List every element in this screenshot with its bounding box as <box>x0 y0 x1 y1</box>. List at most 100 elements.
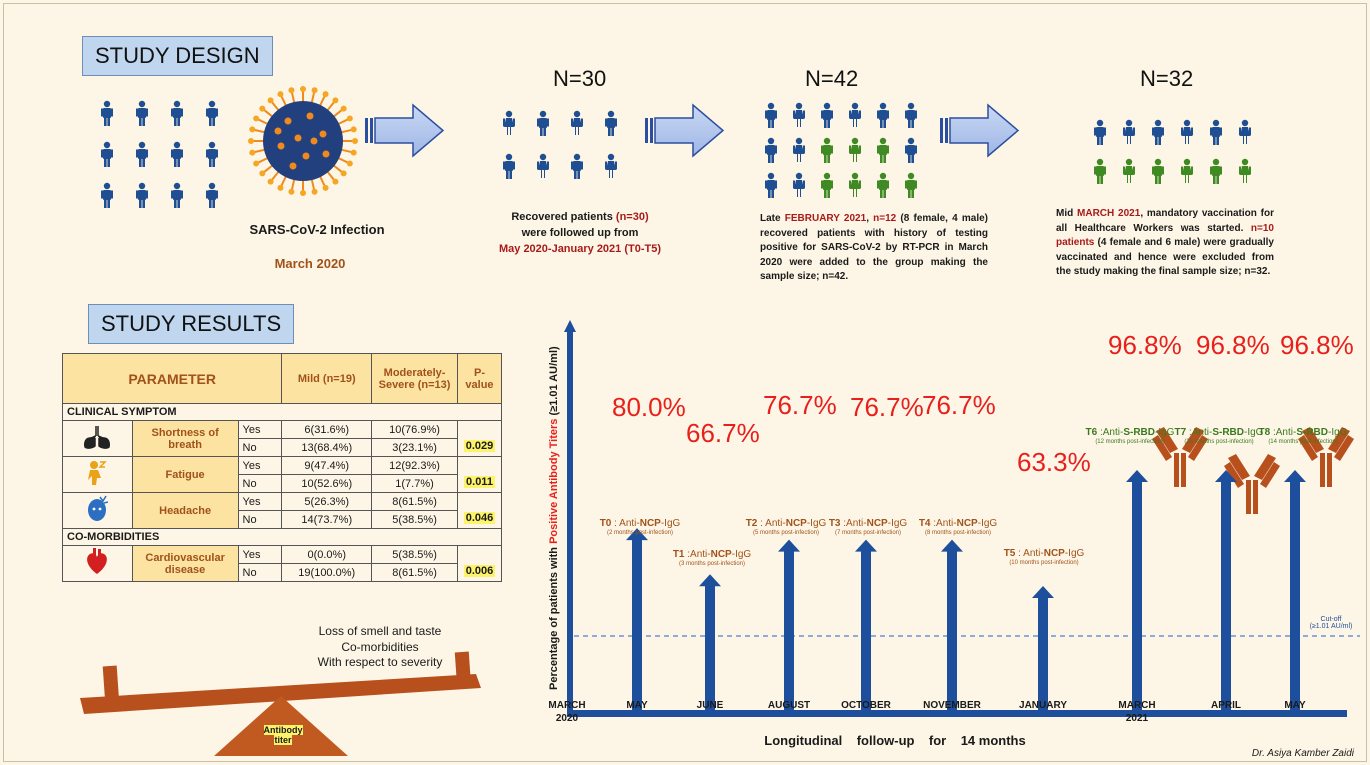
person-icon <box>848 102 862 129</box>
person-icon <box>1180 158 1194 185</box>
results-table: PARAMETER Mild (n=19) Moderately-Severe … <box>61 353 503 582</box>
person-icon <box>604 153 618 180</box>
cell-p-value: 0.046 <box>456 492 503 529</box>
person-icon <box>135 141 149 168</box>
person-icon <box>604 110 618 137</box>
person-icon <box>764 102 778 129</box>
row-no: No <box>237 438 283 457</box>
cell-no-moderate: 1(7.7%) <box>371 474 458 493</box>
infection-date: March 2020 <box>274 256 346 271</box>
row-icon <box>62 456 133 493</box>
row-yes: Yes <box>237 456 283 475</box>
value-arrow-bar <box>632 538 642 713</box>
value-arrow-bar <box>947 549 957 713</box>
person-icon <box>100 100 114 127</box>
header-moderately-severe: Moderately-Severe (n=13) <box>371 353 458 404</box>
cell-yes-moderate: 12(92.3%) <box>371 456 458 475</box>
cell-no-moderate: 5(38.5%) <box>371 510 458 529</box>
person-icon <box>876 172 890 199</box>
value-arrow-head <box>778 539 800 552</box>
x-axis <box>567 710 1347 717</box>
row-no: No <box>237 563 283 582</box>
person-icon <box>904 137 918 164</box>
cell-no-mild: 19(100.0%) <box>281 563 373 582</box>
infection-label: SARS-CoV-2 Infection <box>249 222 385 237</box>
value-arrow-bar <box>861 549 871 713</box>
virus-icon <box>248 86 358 196</box>
person-icon <box>502 110 516 137</box>
table-row: Cardiovascular disease Yes 0(0.0%) 5(38.5%)… <box>62 545 503 582</box>
person-icon <box>205 182 219 209</box>
value-arrow-bar <box>1290 480 1300 713</box>
person-icon <box>1093 158 1107 185</box>
person-icon <box>904 102 918 129</box>
stage2-description: Late FEBRUARY 2021, n=12 (8 female, 4 ma… <box>760 213 989 282</box>
stage1-description: Recovered patients (n=30) were followed … <box>498 211 662 255</box>
cell-p-value: 0.011 <box>456 456 503 493</box>
row-parameter: Shortness of breath <box>131 420 239 457</box>
person-icon <box>1209 158 1223 185</box>
flow-arrow-icon <box>365 103 445 158</box>
value-arrow-bar <box>784 549 794 713</box>
row-yes: Yes <box>237 492 283 511</box>
value-arrow-head <box>626 528 648 541</box>
value-arrow-head <box>1126 470 1148 482</box>
outer-frame <box>3 3 1367 762</box>
antibody-icon <box>1152 427 1208 487</box>
cell-p-value: 0.029 <box>456 420 503 457</box>
cell-no-moderate: 3(23.1%) <box>371 438 458 457</box>
row-parameter: Cardiovascular disease <box>131 545 239 582</box>
person-icon <box>1122 158 1136 185</box>
value-arrow-head <box>1215 470 1237 482</box>
person-icon <box>170 141 184 168</box>
flow-arrow-icon <box>645 103 725 158</box>
row-icon <box>62 492 133 529</box>
value-arrow-head <box>1284 470 1306 482</box>
signature: Dr. Asiya Kamber Zaidi <box>1251 748 1354 759</box>
row-yes: Yes <box>237 545 283 564</box>
person-icon <box>1180 119 1194 146</box>
person-icon <box>820 172 834 199</box>
person-icon <box>570 110 584 137</box>
value-arrow-bar <box>1132 480 1142 713</box>
person-icon <box>792 137 806 164</box>
person-icon <box>170 182 184 209</box>
person-icon <box>100 141 114 168</box>
cell-no-mild: 14(73.7%) <box>281 510 373 529</box>
person-icon <box>876 137 890 164</box>
cell-p-value: 0.006 <box>456 545 503 582</box>
value-arrow-head <box>699 574 721 587</box>
person-icon <box>792 172 806 199</box>
row-no: No <box>237 474 283 493</box>
person-icon <box>135 182 149 209</box>
person-icon <box>1238 158 1252 185</box>
cell-yes-mild: 5(26.3%) <box>281 492 373 511</box>
row-yes: Yes <box>237 420 283 439</box>
person-icon <box>792 102 806 129</box>
cell-yes-mild: 9(47.4%) <box>281 456 373 475</box>
person-icon <box>536 153 550 180</box>
study-results-title: STUDY RESULTS <box>88 304 295 344</box>
table-row: No 10(52.6%) 1(7.7%) <box>63 474 502 493</box>
person-icon <box>820 102 834 129</box>
row-icon <box>62 420 133 457</box>
y-axis <box>567 328 573 713</box>
cell-no-moderate: 8(61.5%) <box>371 563 458 582</box>
table-header-row: PARAMETER Mild (n=19) Moderately-Severe … <box>61 353 503 404</box>
person-icon <box>205 141 219 168</box>
row-parameter: Headache <box>131 492 239 529</box>
person-icon <box>848 137 862 164</box>
value-arrow-head <box>941 539 963 552</box>
group-co-morbidities: CO-MORBIDITIES <box>62 528 502 546</box>
group-clinical-symptom: CLINICAL SYMPTOM <box>62 403 502 421</box>
person-icon <box>1151 158 1165 185</box>
table-row: Headache Yes 5(26.3%) 8(61.5%) 0.046 <box>62 492 503 529</box>
cell-no-mild: 10(52.6%) <box>281 474 373 493</box>
stage1-patient-group <box>502 110 618 180</box>
person-icon <box>1238 119 1252 146</box>
person-icon <box>1122 119 1136 146</box>
flow-arrow-icon <box>940 103 1020 158</box>
value-arrow-bar <box>1038 596 1048 713</box>
fulcrum-label: Antibody titer <box>263 725 303 746</box>
initial-patient-group <box>100 100 219 209</box>
